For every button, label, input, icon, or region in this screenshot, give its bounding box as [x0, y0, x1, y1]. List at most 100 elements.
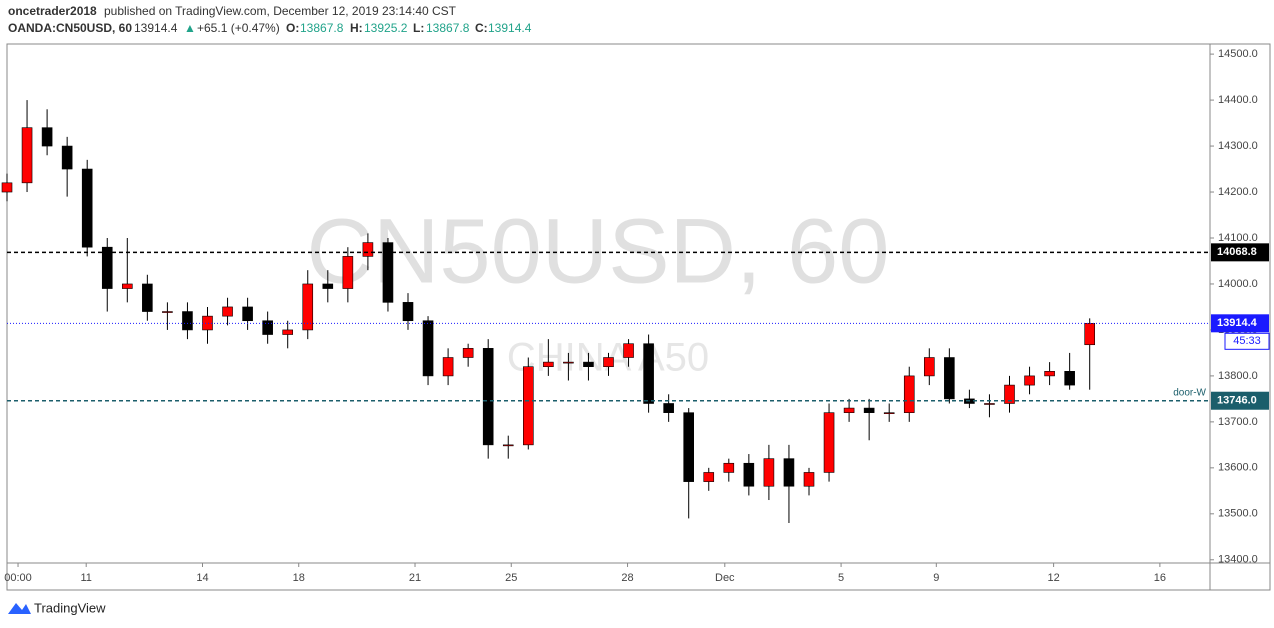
countdown-box [1224, 332, 1270, 350]
high: 13925.2 [364, 21, 408, 35]
x-tick-label: 21 [409, 572, 421, 584]
candle-body [1024, 375, 1035, 386]
close-label: C: [475, 21, 488, 35]
open-label: O: [286, 21, 299, 35]
x-tick-label: 28 [621, 572, 633, 584]
candle-body [863, 407, 875, 413]
logo: TradingView [8, 600, 106, 615]
candle-body [382, 242, 394, 303]
candle-body [362, 242, 374, 257]
candle-body [783, 458, 795, 487]
price-tag [1211, 314, 1269, 333]
price-tag-label: 14068.8 [1217, 246, 1257, 258]
candle-body [61, 145, 73, 170]
y-tick-label: 13700.0 [1218, 416, 1258, 428]
candle-body [162, 311, 173, 313]
y-tick-label: 14400.0 [1218, 94, 1258, 106]
candle-body [242, 306, 253, 322]
candle-body [142, 283, 153, 312]
published: published on TradingView.com, December 1… [104, 4, 457, 18]
arrow: ▲ [184, 21, 196, 35]
low-label: L: [413, 21, 424, 35]
candle-body [302, 283, 314, 331]
x-tick-label: 16 [1154, 572, 1166, 584]
y-tick-label: 13500.0 [1218, 508, 1258, 520]
candle-body [482, 348, 494, 446]
candle-body [81, 168, 93, 248]
candle-body [21, 127, 33, 184]
candle-body [402, 302, 414, 322]
price-tag [1211, 243, 1269, 262]
candle-body [984, 403, 995, 405]
x-tick-label: 00:00 [4, 572, 32, 584]
candle-body [623, 343, 634, 358]
publisher: oncetrader2018 [8, 4, 97, 18]
candle-body [422, 320, 434, 377]
frame [6, 43, 1271, 591]
candle-body [1004, 384, 1015, 404]
x-tick-label: 25 [505, 572, 517, 584]
logo-icon [8, 603, 31, 614]
symbol: OANDA:CN50USD, 60 [8, 21, 132, 35]
candle-body [122, 283, 133, 289]
candle-body [342, 256, 354, 289]
open: 13867.8 [300, 21, 344, 35]
candle-body [101, 246, 113, 289]
candle-body [663, 403, 674, 413]
candle-body [583, 361, 594, 368]
candle-body [462, 348, 474, 358]
candle-body [703, 472, 715, 482]
y-tick-label: 13400.0 [1218, 554, 1258, 566]
candle-body [643, 343, 654, 404]
candle-body [282, 329, 294, 335]
candle-body [944, 357, 955, 400]
candle-body [502, 444, 514, 447]
close: 13914.4 [488, 21, 532, 35]
low: 13867.8 [426, 21, 470, 35]
brand: TradingView [34, 600, 106, 615]
x-tick-label: 5 [838, 572, 844, 584]
candle-body [1, 182, 13, 193]
countdown: 45:33 [1233, 335, 1261, 347]
x-tick-label: Dec [715, 572, 735, 584]
y-tick-label: 14100.0 [1218, 232, 1258, 244]
candle-body [803, 472, 815, 487]
high-label: H: [350, 21, 363, 35]
y-tick-label: 14000.0 [1218, 278, 1258, 290]
candle-body [603, 357, 614, 368]
candle-body [903, 375, 915, 413]
last-price: 13914.4 [134, 21, 178, 35]
candle-body [543, 361, 554, 368]
price-tag-label: 13914.4 [1217, 317, 1258, 329]
candle-body [743, 462, 755, 487]
watermark: CN50USD, 60 [307, 200, 890, 302]
y-tick-label: 13800.0 [1218, 370, 1258, 382]
candle-body [1044, 371, 1055, 377]
y-tick-label: 13600.0 [1218, 462, 1258, 474]
candle-body [1064, 371, 1075, 386]
candle-body [182, 311, 193, 331]
y-tick-label: 14500.0 [1218, 48, 1258, 60]
change: +65.1 (+0.47%) [197, 21, 280, 35]
y-tick-label: 14200.0 [1218, 186, 1258, 198]
x-tick-label: 9 [933, 572, 939, 584]
candle-body [522, 366, 534, 446]
candle-body [563, 361, 574, 364]
candle-body [763, 458, 775, 487]
candle-body [883, 412, 895, 414]
candle-body [41, 127, 53, 147]
candle-body [723, 462, 735, 473]
candle-body [442, 357, 454, 377]
price-tag [1211, 391, 1269, 410]
x-tick-label: 18 [293, 572, 305, 584]
x-tick-label: 14 [196, 572, 208, 584]
candle-body [843, 407, 855, 413]
candle-body [1084, 323, 1095, 346]
candle-body [262, 320, 273, 335]
line-name: door-W [1173, 387, 1206, 398]
candle-body [683, 412, 695, 482]
x-tick-label: 12 [1047, 572, 1059, 584]
candle-body [222, 306, 233, 317]
